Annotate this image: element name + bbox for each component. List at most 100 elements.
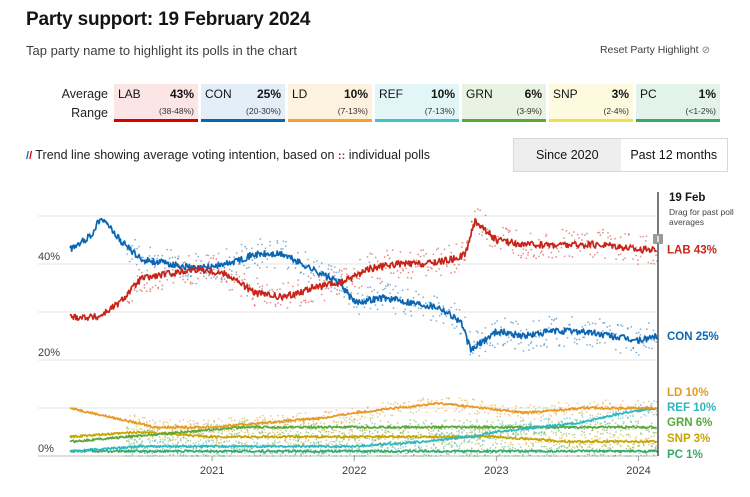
poll-dot [218, 442, 221, 445]
poll-dot [184, 281, 187, 284]
poll-dot [455, 267, 458, 270]
poll-dot [451, 440, 453, 443]
poll-dot [343, 432, 345, 435]
poll-dot [489, 447, 492, 449]
poll-dot [558, 344, 561, 346]
poll-dot [615, 431, 617, 433]
poll-dot [522, 350, 525, 352]
since-2020-button[interactable]: Since 2020 [514, 139, 621, 171]
party-card-grn[interactable]: GRN 6% (3-9%) [462, 84, 546, 122]
poll-dot [342, 438, 345, 441]
poll-dot [396, 453, 399, 456]
trend-line-icon: // [26, 150, 33, 162]
party-card-pc[interactable]: PC 1% (<1-2%) [636, 84, 720, 122]
poll-dot [489, 344, 491, 347]
poll-dot [445, 315, 448, 318]
poll-dot [489, 342, 492, 344]
poll-dot [401, 289, 404, 292]
poll-dot [604, 423, 607, 426]
poll-dot [514, 407, 517, 410]
poll-dot [473, 340, 476, 343]
party-average: 43% [169, 87, 194, 101]
poll-dot [584, 434, 586, 436]
poll-dot [307, 422, 310, 425]
poll-dot [591, 447, 594, 450]
poll-dot [300, 441, 303, 444]
party-card-lab[interactable]: LAB 43% (38-48%) [114, 84, 198, 122]
poll-dot [548, 436, 551, 438]
poll-dot [512, 321, 514, 324]
poll-dot [529, 422, 532, 425]
poll-dot [550, 415, 553, 417]
poll-dot [259, 238, 262, 240]
poll-dot [573, 239, 576, 242]
poll-dot [371, 414, 374, 417]
poll-dot [640, 454, 642, 457]
poll-dot [583, 427, 586, 430]
poll-dot [547, 247, 550, 250]
poll-dot [581, 430, 583, 433]
poll-dot [205, 441, 208, 444]
average-row-label: Average [61, 87, 108, 101]
poll-dot [514, 347, 517, 350]
poll-dot [197, 440, 200, 443]
individual-polls-icon: :: [337, 150, 346, 162]
past-12-months-button[interactable]: Past 12 months [630, 148, 718, 162]
poll-dot [420, 446, 423, 448]
party-card-ref[interactable]: REF 10% (7-13%) [375, 84, 459, 122]
poll-dot [325, 439, 328, 442]
poll-dot [652, 442, 655, 445]
poll-dot [601, 428, 604, 431]
poll-dot [289, 430, 292, 432]
party-card-ld[interactable]: LD 10% (7-13%) [288, 84, 372, 122]
poll-dot [133, 414, 136, 416]
poll-dot [560, 445, 563, 448]
poll-dot [145, 426, 148, 428]
poll-dot [378, 438, 381, 441]
poll-dot [624, 232, 627, 235]
poll-dot [327, 430, 330, 433]
poll-dot [207, 423, 209, 426]
poll-dot [461, 409, 464, 411]
reset-highlight-button[interactable]: Reset Party Highlight ⊘ [600, 44, 710, 56]
poll-dot [356, 441, 358, 444]
poll-dot [441, 443, 443, 445]
poll-dot [621, 325, 624, 328]
poll-dot [189, 281, 192, 284]
poll-dot [557, 401, 560, 404]
poll-dot [381, 280, 384, 283]
poll-dot [592, 420, 595, 423]
poll-dot [450, 306, 453, 309]
poll-dot [133, 442, 136, 445]
poll-dot [327, 264, 330, 267]
poll-dot [169, 419, 172, 421]
poll-dot [645, 429, 648, 432]
party-card-con[interactable]: CON 25% (20-30%) [201, 84, 285, 122]
poll-dot [494, 404, 496, 406]
poll-dot [596, 435, 598, 438]
poll-dot [652, 329, 655, 332]
poll-dot [573, 436, 576, 439]
poll-dot [407, 404, 410, 407]
poll-dot [546, 346, 548, 348]
poll-dot [212, 439, 215, 442]
poll-dot [494, 245, 497, 247]
poll-dot [427, 398, 430, 401]
poll-dot [330, 431, 333, 434]
party-card-snp[interactable]: SNP 3% (2-4%) [549, 84, 633, 122]
poll-dot [532, 347, 535, 349]
poll-dot [258, 266, 261, 269]
poll-dot [172, 436, 174, 439]
poll-dot [256, 427, 259, 430]
poll-dot [537, 455, 540, 457]
poll-dot [161, 437, 164, 440]
poll-dot [176, 429, 179, 431]
poll-dot [349, 453, 351, 456]
poll-dot [251, 259, 254, 261]
poll-dot [198, 451, 200, 454]
poll-dot [566, 455, 569, 457]
poll-dot [573, 433, 576, 436]
poll-dot [510, 441, 512, 444]
poll-dot [136, 441, 138, 444]
